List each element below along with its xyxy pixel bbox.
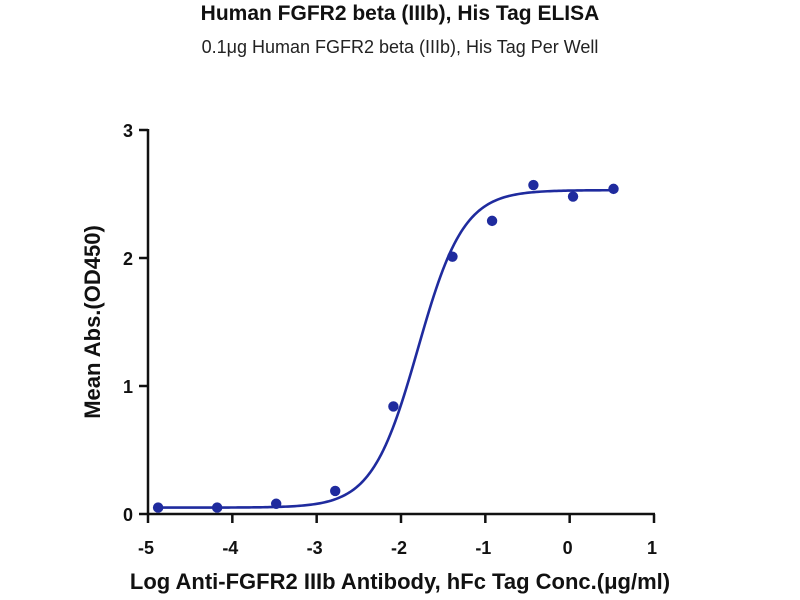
chart-subtitle: 0.1μg Human FGFR2 beta (IIIb), His Tag P… [201, 37, 599, 57]
y-tick-label: 1 [123, 377, 133, 397]
chart-title: Human FGFR2 beta (IIIb), His Tag ELISA [200, 2, 600, 25]
data-point [608, 183, 619, 195]
data-point [447, 251, 458, 262]
data-points-group [152, 179, 619, 513]
y-axis-title: Mean Abs.(OD450) [80, 225, 105, 419]
fit-curve [158, 188, 614, 509]
data-point [211, 502, 223, 513]
data-point [486, 215, 498, 227]
data-point [330, 485, 341, 497]
x-tick-label: -1 [475, 538, 491, 558]
data-point [388, 401, 399, 412]
x-tick-label: 0 [563, 538, 573, 558]
x-tick-label: -2 [391, 538, 407, 558]
x-tick-label: -3 [307, 538, 323, 558]
y-tick-label: 0 [123, 505, 133, 525]
y-tick-label: 3 [123, 121, 133, 141]
data-point [528, 179, 539, 191]
x-axis-title: Log Anti-FGFR2 IIIb Antibody, hFc Tag Co… [130, 569, 670, 594]
x-tick-label: -4 [222, 538, 238, 558]
data-point [270, 498, 282, 509]
data-point [567, 191, 579, 202]
axes-group: -5 -4 -3 -2 -1 0 1 0 1 2 3 [123, 121, 657, 558]
x-tick-label: 1 [647, 538, 657, 558]
x-tick-label: -5 [138, 538, 154, 558]
y-tick-label: 2 [123, 249, 133, 269]
data-point [152, 502, 164, 513]
